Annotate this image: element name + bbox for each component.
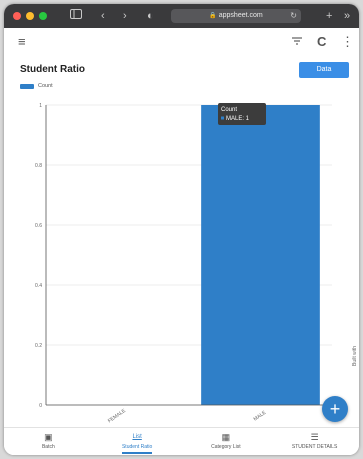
url-text: appsheet.com (218, 12, 263, 19)
nav-label: Student Ratio (121, 444, 153, 450)
y-tick-label: 0.2 (35, 343, 42, 349)
chart-bar-male (201, 105, 320, 405)
bottom-nav: ▣ Batch List Student Ratio ▦ Category Li… (4, 427, 359, 455)
filter-icon[interactable] (291, 34, 303, 50)
chart-tooltip: Count MALE: 1 (218, 103, 266, 125)
lock-icon: 🔒 (209, 13, 217, 19)
more-vert-icon[interactable]: ⋮ (341, 34, 354, 49)
window-minimize-button[interactable] (26, 12, 34, 20)
legend-swatch (20, 83, 34, 89)
nav-label: Batch (41, 444, 55, 450)
batch-icon: ▣ (44, 432, 53, 442)
tooltip-swatch (221, 116, 224, 120)
sidebar-icon[interactable] (70, 8, 82, 24)
list-icon: List (132, 434, 142, 440)
nav-label: Category List (211, 444, 241, 450)
reload-icon[interactable]: ↻ (290, 11, 297, 20)
details-icon: ☰ (310, 432, 319, 442)
tooltip-box (218, 103, 266, 125)
x-tick-label: MALE (253, 409, 268, 422)
x-tick-label: FEMALE (107, 408, 127, 425)
y-tick-label: 1 (39, 103, 42, 109)
menu-icon[interactable]: ≡ (18, 34, 26, 49)
page-title: Student Ratio (20, 64, 85, 75)
back-icon[interactable]: ‹ (101, 10, 105, 22)
add-fab-button[interactable]: + (322, 396, 348, 422)
forward-icon[interactable]: › (123, 10, 127, 22)
data-button[interactable]: Data (299, 62, 349, 78)
built-with-label: Built with (352, 345, 358, 366)
y-tick-label: 0.8 (35, 163, 42, 169)
y-tick-label: 0.6 (35, 223, 42, 229)
privacy-shield-icon[interactable]: ◐ (147, 10, 154, 22)
y-tick-label: 0.4 (35, 283, 42, 289)
chart-legend[interactable]: Count (20, 83, 53, 89)
window-maximize-button[interactable] (39, 12, 47, 20)
nav-item-category-list[interactable]: ▦ Category List (182, 428, 271, 455)
nav-item-batch[interactable]: ▣ Batch (4, 428, 93, 455)
more-tabs-icon[interactable]: » (344, 10, 351, 22)
app-frame: ‹ › ◐ 🔒 appsheet.com ↻ + » ≡ C ⋮ Student … (4, 4, 359, 455)
y-tick-label: 0 (39, 403, 42, 409)
bar-chart: 0 0.2 0.4 0.6 0.8 1 FEMALE MALE Count MALE: 1 (35, 103, 332, 425)
tooltip-text: MALE: 1 (226, 116, 250, 122)
app-header: ≡ C ⋮ (4, 28, 359, 56)
browser-toolbar: ‹ › ◐ 🔒 appsheet.com ↻ + » (4, 4, 359, 28)
category-icon: ▦ (221, 432, 231, 442)
tooltip-title: Count (221, 107, 237, 113)
sync-icon[interactable]: C (317, 34, 327, 49)
window-close-button[interactable] (13, 12, 21, 20)
nav-label: STUDENT DETAILS (291, 444, 338, 450)
nav-item-student-ratio[interactable]: List Student Ratio (93, 428, 182, 455)
legend-label: Count (38, 83, 53, 89)
new-tab-icon[interactable]: + (326, 10, 333, 22)
nav-item-student-details[interactable]: ☰ STUDENT DETAILS (270, 428, 359, 455)
address-bar[interactable]: 🔒 appsheet.com ↻ (171, 9, 301, 23)
active-indicator (122, 452, 153, 454)
